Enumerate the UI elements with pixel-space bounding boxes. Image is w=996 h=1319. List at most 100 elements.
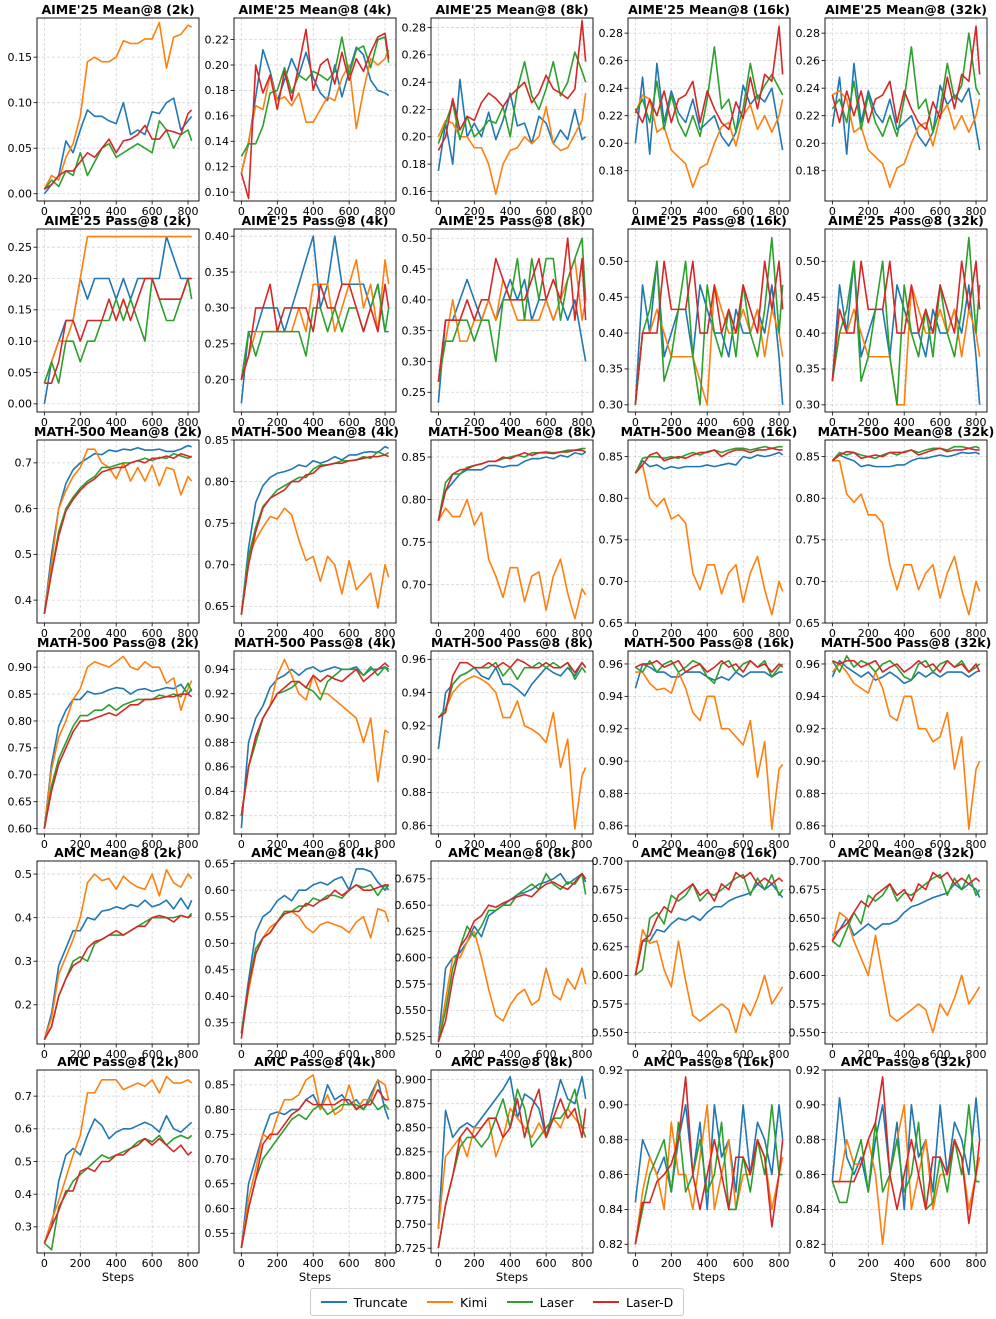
y-tick-label: 0.86 xyxy=(599,820,624,833)
x-tick-label: 600 xyxy=(142,1257,163,1270)
panel-frame xyxy=(233,860,397,1045)
series-line-laser-d xyxy=(437,872,587,1043)
y-tick-label: 0.600 xyxy=(592,969,624,982)
panel-title: MATH-500 Mean@8 (32k) xyxy=(818,424,995,439)
series-line-laser xyxy=(240,884,390,1034)
series-line-truncate xyxy=(43,97,193,195)
y-tick-label: 0.7 xyxy=(15,1090,33,1103)
panel-frame xyxy=(824,1069,988,1254)
x-tick-label: 0 xyxy=(41,1048,48,1061)
y-tick-label: 0.6 xyxy=(15,502,33,515)
x-tick-label: 200 xyxy=(267,627,288,640)
panel-title: MATH-500 Mean@8 (8k) xyxy=(428,424,596,439)
panel-amc-mean-8-32k: AMC Mean@8 (32k) 0 200 400 600 800 0.550 0.575 0… xyxy=(789,845,988,1061)
y-tick-label: 0.35 xyxy=(205,266,230,279)
series-line-laser-d xyxy=(437,19,587,151)
x-tick-label: 200 xyxy=(858,205,879,218)
x-tick-label: 600 xyxy=(733,838,754,851)
x-tick-label: 400 xyxy=(500,627,521,640)
x-tick-label: 600 xyxy=(733,416,754,429)
y-tick-label: 0.50 xyxy=(796,255,821,268)
y-tick-label: 0.75 xyxy=(402,536,427,549)
x-tick-label: 800 xyxy=(375,838,396,851)
series-line-laser xyxy=(43,120,193,190)
y-tick-label: 0.18 xyxy=(205,84,230,97)
x-tick-label: 200 xyxy=(858,416,879,429)
x-tick-label: 0 xyxy=(829,627,836,640)
series-line-truncate xyxy=(240,445,389,615)
x-tick-label: 200 xyxy=(464,1257,485,1270)
series-line-laser xyxy=(831,1104,980,1211)
y-tick-label: 0.625 xyxy=(395,925,427,938)
series-line-laser xyxy=(240,666,390,816)
legend-label-laser-d: Laser-D xyxy=(625,1294,674,1310)
y-tick-label: 0.55 xyxy=(205,1227,230,1240)
series-line-truncate xyxy=(240,868,390,1034)
x-tick-label: 800 xyxy=(966,205,987,218)
y-tick-label: 0.65 xyxy=(8,796,33,809)
y-tick-label: 0.14 xyxy=(205,135,230,148)
x-tick-label: 600 xyxy=(339,838,360,851)
panel-title: MATH-500 Mean@8 (4k) xyxy=(231,424,399,439)
series-line-kimi xyxy=(437,93,587,195)
x-tick-label: 400 xyxy=(106,627,127,640)
x-tick-label: 400 xyxy=(303,416,324,429)
y-tick-label: 0.35 xyxy=(599,363,624,376)
series-line-laser-d xyxy=(240,1088,389,1249)
y-tick-label: 0.18 xyxy=(599,165,624,178)
panel-title: MATH-500 Pass@8 (16k) xyxy=(624,635,795,650)
y-tick-label: 0.4 xyxy=(15,594,33,607)
panel-frame xyxy=(824,17,988,202)
y-tick-label: 0.84 xyxy=(205,785,230,798)
x-tick-label: 800 xyxy=(572,1048,593,1061)
y-tick-label: 0.35 xyxy=(402,324,427,337)
y-tick-label: 0.94 xyxy=(599,690,624,703)
panel-amc-pass-8-2k: AMC Pass@8 (2k) 0 200 400 600 800 0.3 0.4 0.5 0.6… xyxy=(15,1054,200,1284)
y-tick-label: 0.92 xyxy=(402,720,427,733)
y-tick-label: 0.750 xyxy=(395,1218,427,1231)
x-tick-label: 200 xyxy=(70,1048,91,1061)
y-tick-label: 0.12 xyxy=(205,160,230,173)
x-tick-label: 800 xyxy=(769,1048,790,1061)
series-line-laser xyxy=(43,682,193,829)
panel-title: AMC Mean@8 (16k) xyxy=(641,845,778,860)
panel-frame xyxy=(233,650,397,835)
y-tick-label: 0.875 xyxy=(395,1098,427,1111)
x-tick-label: 800 xyxy=(375,1048,396,1061)
panel-aime-25-pass-8-32k: AIME'25 Pass@8 (32k) 0 200 400 600 800 0.30 0.3… xyxy=(796,213,988,429)
panel-amc-pass-8-4k: AMC Pass@8 (4k) 0 200 400 600 800 0.55 0.60 0.65… xyxy=(205,1054,397,1284)
x-tick-label: 200 xyxy=(464,627,485,640)
y-tick-label: 0.60 xyxy=(205,884,230,897)
x-tick-label: 600 xyxy=(930,1048,951,1061)
y-tick-label: 0.675 xyxy=(592,883,624,896)
x-tick-label: 800 xyxy=(572,838,593,851)
x-tick-label: 200 xyxy=(661,838,682,851)
x-tick-label: 600 xyxy=(339,205,360,218)
x-tick-label: 0 xyxy=(238,205,245,218)
y-tick-label: 0.5 xyxy=(15,868,33,881)
y-tick-label: 0.45 xyxy=(205,964,230,977)
y-tick-label: 0.10 xyxy=(205,186,230,199)
y-tick-label: 0.35 xyxy=(796,363,821,376)
x-tick-label: 800 xyxy=(769,1257,790,1270)
y-tick-label: 0.75 xyxy=(796,534,821,547)
x-tick-label: 600 xyxy=(536,1048,557,1061)
series-line-kimi xyxy=(43,655,193,829)
y-tick-label: 0.65 xyxy=(205,1178,230,1191)
x-tick-label: 800 xyxy=(375,416,396,429)
y-tick-label: 0.80 xyxy=(205,475,230,488)
y-tick-label: 0.80 xyxy=(599,492,624,505)
y-tick-label: 0.92 xyxy=(599,1064,624,1077)
series-line-truncate xyxy=(240,1079,390,1249)
y-tick-label: 0.88 xyxy=(796,787,821,800)
y-tick-label: 0.20 xyxy=(599,137,624,150)
y-tick-label: 0.85 xyxy=(796,450,821,463)
x-tick-label: 0 xyxy=(41,838,48,851)
series-line-kimi xyxy=(43,448,193,614)
y-tick-label: 0.18 xyxy=(402,158,427,171)
x-tick-label: 400 xyxy=(697,1257,718,1270)
x-tick-label: 400 xyxy=(500,1048,521,1061)
series-line-laser-d xyxy=(240,454,389,615)
series-line-laser-d xyxy=(832,659,981,673)
x-tick-label: 800 xyxy=(769,627,790,640)
